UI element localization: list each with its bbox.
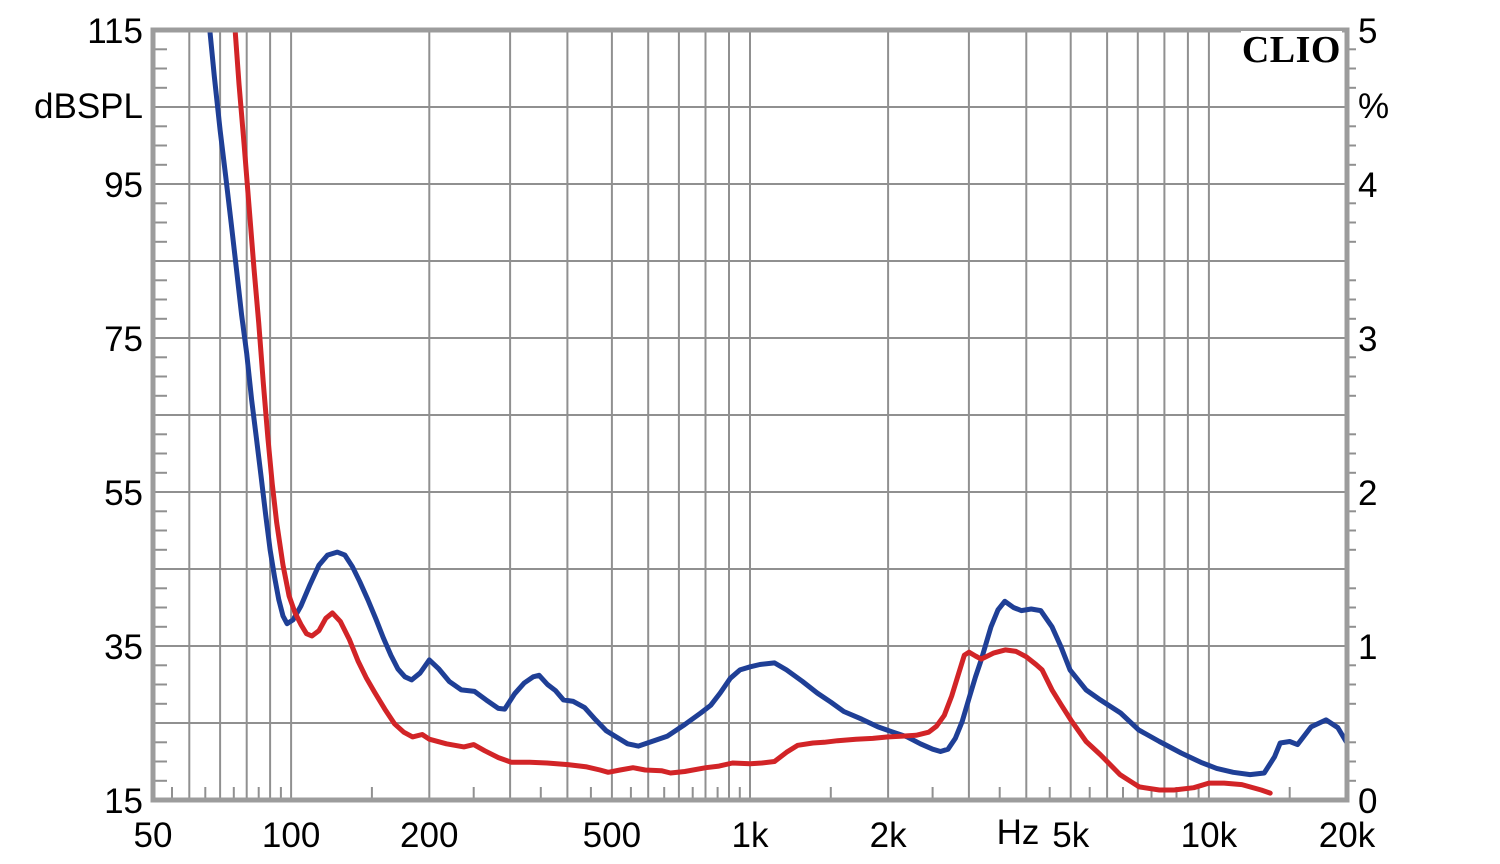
x-tick-label: 500 [583,816,641,855]
clio-logo: CLIO [1240,29,1342,71]
y-right-tick-label: 1 [1358,628,1377,667]
y-right-tick-label: 0 [1358,782,1377,821]
x-tick-label: 10k [1181,816,1238,855]
x-tick-label: 1k [732,816,769,855]
right-axis-unit-label: % [1358,87,1390,126]
x-axis-unit-label: Hz [996,813,1040,852]
y-left-tick-label: 15 [104,782,143,821]
x-tick-label: 100 [262,816,320,855]
y-left-tick-label: 95 [104,166,143,205]
blue-curve [207,30,1347,778]
x-tick-label: 5k [1052,816,1089,855]
x-tick-label: 20k [1319,816,1376,855]
left-axis-unit-label: dBSPL [34,87,143,126]
red-curve [232,30,1273,796]
y-right-tick-label: 4 [1358,166,1377,205]
x-tick-label: 50 [134,816,173,855]
y-right-tick-label: 3 [1358,320,1377,359]
x-tick-label: 200 [400,816,458,855]
plot-border [150,27,1350,803]
y-right-tick-label: 5 [1358,12,1377,51]
x-tick-label: 2k [870,816,907,855]
y-left-tick-label: 55 [104,474,143,513]
y-left-tick-label: 115 [87,12,143,51]
y-left-tick-label: 75 [104,320,143,359]
y-right-tick-label: 2 [1358,474,1377,513]
y-left-tick-label: 35 [104,628,143,667]
